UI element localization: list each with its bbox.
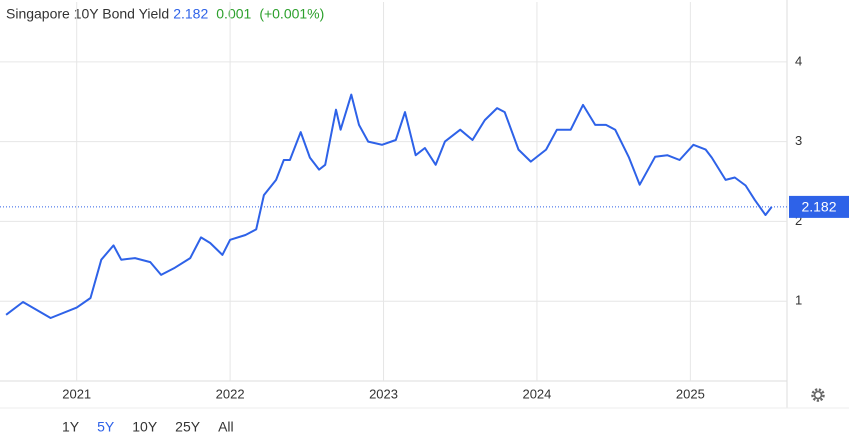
range-button[interactable]: 10Y	[132, 419, 158, 435]
chart-title: Singapore 10Y Bond Yield	[6, 6, 169, 22]
gear-body	[813, 390, 823, 400]
change: 0.001	[216, 6, 251, 22]
last-value: 2.182	[173, 6, 208, 22]
y-tick-label: 1	[795, 293, 802, 308]
range-button[interactable]: 25Y	[175, 419, 201, 435]
x-tick-label: 2024	[522, 386, 551, 401]
y-tick-label: 3	[795, 133, 802, 148]
change-percent: (+0.001%)	[259, 6, 324, 22]
range-button[interactable]: 5Y	[97, 419, 115, 435]
settings-icon[interactable]	[811, 388, 825, 402]
x-tick-label: 2025	[676, 386, 705, 401]
y-tick-label: 2	[795, 213, 802, 228]
x-tick-label: 2021	[62, 386, 91, 401]
y-tick-label: 4	[795, 53, 802, 68]
range-button[interactable]: 1Y	[62, 419, 80, 435]
last-value-badge	[789, 195, 849, 218]
last-value-label: 2.182	[801, 199, 836, 215]
line	[5, 93, 773, 319]
range-button[interactable]: All	[218, 419, 234, 435]
x-tick-label: 2023	[369, 386, 398, 401]
gear-teeth	[811, 388, 825, 402]
x-tick-label: 2022	[216, 386, 245, 401]
